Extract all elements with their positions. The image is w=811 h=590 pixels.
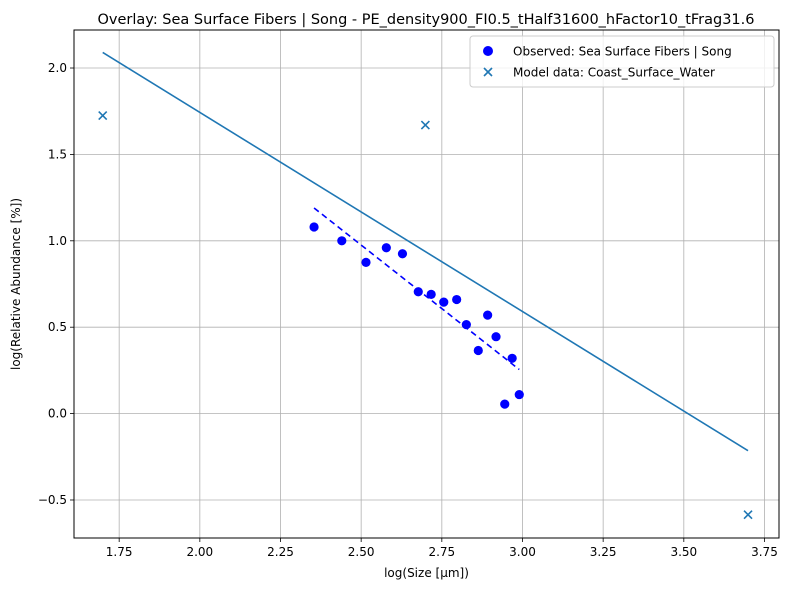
observed-point <box>514 389 524 400</box>
legend-marker-observed <box>483 46 493 56</box>
x-tick-label: 3.25 <box>590 545 617 559</box>
model-point-stroke <box>420 120 430 130</box>
x-tick-label: 3.00 <box>509 545 536 559</box>
observed-point <box>361 257 371 268</box>
legend-label-model: Model data: Coast_Surface_Water <box>513 66 715 80</box>
legend-label-observed: Observed: Sea Surface Fibers | Song <box>513 45 732 59</box>
observed-point <box>337 236 347 246</box>
x-tick-label: 3.75 <box>751 545 778 559</box>
plot-content <box>98 51 753 520</box>
x-tick-label: 1.75 <box>106 545 133 559</box>
observed-point <box>483 310 493 320</box>
observed-point <box>452 294 462 305</box>
observed-point <box>397 249 408 259</box>
legend-box <box>469 35 775 88</box>
y-tick-label: 2.0 <box>48 61 67 75</box>
observed-point <box>426 289 436 299</box>
model-point-stroke <box>98 110 108 121</box>
legend-marker-model <box>483 67 493 77</box>
model-point <box>420 120 430 130</box>
x-tick-label: 2.25 <box>267 545 294 559</box>
x-tick-label: 3.50 <box>670 545 697 559</box>
observed-point <box>309 222 319 232</box>
chart-title: Overlay: Sea Surface Fibers | Song - PE_… <box>98 12 755 28</box>
model-point-stroke <box>743 510 753 520</box>
observed-point <box>413 287 423 297</box>
x-tick-label: 2.00 <box>186 545 213 559</box>
y-tick-label: 0.0 <box>48 407 67 421</box>
model-point <box>743 510 753 520</box>
observed-point <box>500 399 510 409</box>
x-tick-label: 2.50 <box>348 545 375 559</box>
observed-point <box>473 345 483 356</box>
y-tick-label: 1.0 <box>48 234 67 248</box>
model-point <box>98 110 108 121</box>
y-tick-label: 0.5 <box>48 320 67 334</box>
observed-point <box>461 320 471 330</box>
y-tick-label: −0.5 <box>38 493 67 507</box>
observed-point <box>381 243 391 253</box>
observed-point <box>507 353 517 363</box>
observed-point <box>439 297 449 307</box>
y-tick-label: 1.5 <box>48 147 67 161</box>
model-fit-line <box>102 51 749 452</box>
x-tick-label: 2.75 <box>428 545 455 559</box>
grid-lines <box>74 30 779 538</box>
plot-frame <box>73 29 780 539</box>
legend: Observed: Sea Surface Fibers | Song Mode… <box>469 35 775 88</box>
observed-point <box>491 332 501 342</box>
x-axis-title: log(Size [μm]) <box>384 566 469 580</box>
y-axis-title: log(Relative Abundance [%]) <box>9 198 23 370</box>
x-axis: 1.75 2.00 2.25 2.50 2.75 3.00 3.25 3.50 3.75 <box>106 538 778 559</box>
y-axis: −0.5 0.0 0.5 1.0 1.5 2.0 <box>38 61 74 507</box>
